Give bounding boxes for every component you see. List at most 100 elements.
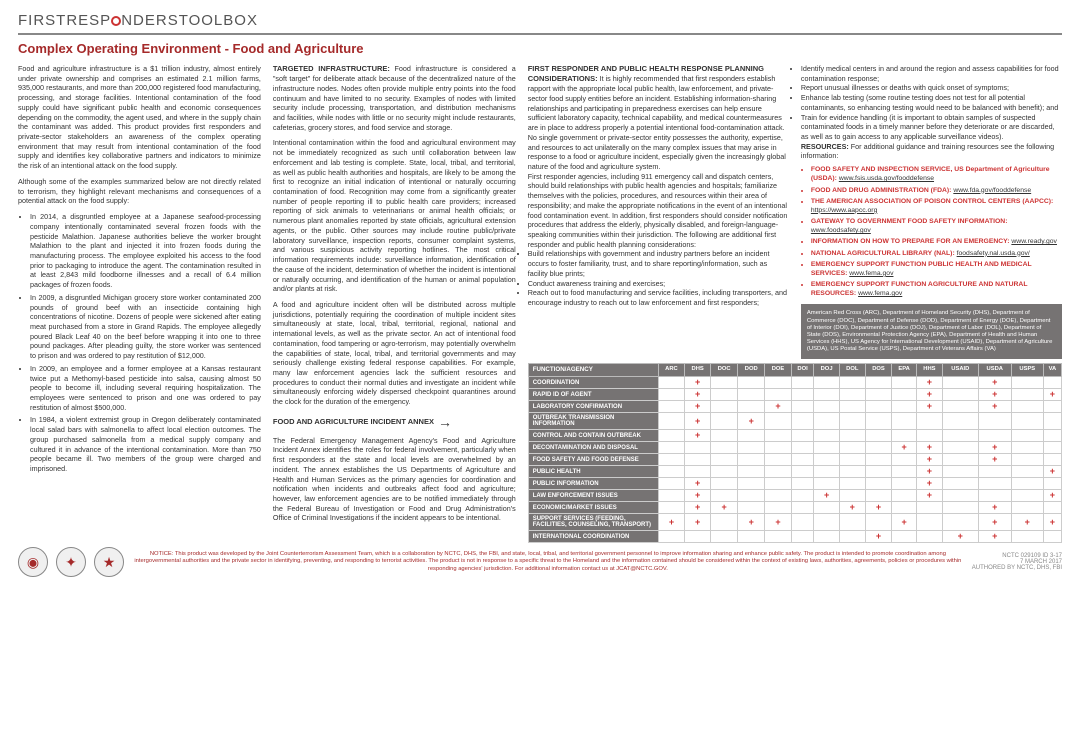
matrix-cell (711, 514, 738, 531)
matrix-cell (865, 478, 891, 490)
matrix-cell: + (685, 514, 711, 531)
matrix-cell: + (916, 401, 942, 413)
col3-b3: Reach out to food manufacturing and serv… (528, 288, 789, 307)
matrix-cell (1011, 531, 1043, 543)
matrix-cell (738, 478, 765, 490)
matrix-cell (658, 413, 684, 430)
matrix-cell (711, 531, 738, 543)
matrix-cell (1043, 478, 1061, 490)
col2-p2: Intentional contamination within the foo… (273, 138, 516, 294)
res3-u[interactable]: https://www.aapcc.org (811, 207, 878, 214)
matrix-cell (892, 454, 917, 466)
matrix-row-label: PUBLIC HEALTH (528, 466, 658, 478)
matrix-cell: + (1043, 466, 1061, 478)
matrix-cell (765, 389, 791, 401)
matrix-cell: + (1043, 514, 1061, 531)
matrix-cell (839, 490, 865, 502)
brand: FIRSTRESPNDERSTOOLBOX (18, 12, 258, 29)
matrix-cell (814, 442, 839, 454)
footer-notice: NOTICE: This product was developed by th… (132, 551, 964, 574)
matrix-cell (658, 401, 684, 413)
matrix-cell (1011, 377, 1043, 389)
brand-mid: NDERS (121, 12, 179, 29)
matrix-cell (791, 478, 814, 490)
matrix-col-1: ARC (658, 363, 684, 376)
res7-u[interactable]: www.fema.gov (849, 270, 893, 277)
matrix-cell (1011, 389, 1043, 401)
matrix-cell (791, 389, 814, 401)
matrix-cell: + (892, 442, 917, 454)
matrix-cell (711, 377, 738, 389)
matrix-cell: + (765, 401, 791, 413)
col4-b3: Enhance lab testing (some routine testin… (801, 93, 1062, 112)
matrix-cell (814, 454, 839, 466)
matrix-cell (865, 413, 891, 430)
matrix-cell (765, 413, 791, 430)
col3-p1: It is highly recommended that first resp… (528, 74, 786, 171)
matrix-cell (738, 401, 765, 413)
res8-u[interactable]: www.fema.gov (858, 290, 902, 297)
agency-box: American Red Cross (ARC), Department of … (801, 304, 1062, 358)
matrix-cell: + (685, 490, 711, 502)
res5-u[interactable]: www.ready.gov (1011, 238, 1057, 245)
seal-fbi-icon: ★ (94, 547, 124, 577)
matrix-cell (658, 454, 684, 466)
matrix-cell (685, 454, 711, 466)
col1-b4: In 1984, a violent extremist group in Or… (30, 415, 261, 473)
matrix-cell (892, 377, 917, 389)
matrix-cell: + (865, 531, 891, 543)
matrix-cell (1011, 413, 1043, 430)
matrix-cell (814, 377, 839, 389)
matrix-cell (1011, 502, 1043, 514)
matrix-cell (839, 531, 865, 543)
matrix-cell (814, 413, 839, 430)
col2-p3: A food and agriculture incident often wi… (273, 300, 516, 407)
matrix-cell (892, 413, 917, 430)
matrix-cell (892, 389, 917, 401)
matrix-cell: + (892, 514, 917, 531)
res6-u[interactable]: foodsafety.nal.usda.gov/ (957, 250, 1030, 257)
matrix-col-0: FUNCTION/AGENCY (528, 363, 658, 376)
res4-t: GATEWAY TO GOVERNMENT FOOD SAFETY INFORM… (811, 218, 1008, 225)
matrix-cell (711, 466, 738, 478)
matrix-cell (942, 454, 978, 466)
matrix-cell (978, 478, 1011, 490)
matrix-cell (658, 442, 684, 454)
matrix-cell (738, 490, 765, 502)
matrix-cell (658, 466, 684, 478)
res1-u[interactable]: www.fsis.usda.gov/fooddefense (839, 175, 934, 182)
seal-dhs-icon: ✦ (56, 547, 86, 577)
matrix-cell (814, 514, 839, 531)
matrix-cell: + (916, 454, 942, 466)
arrow-icon: → (438, 413, 452, 432)
matrix-cell (791, 413, 814, 430)
res7-t: EMERGENCY SUPPORT FUNCTION PUBLIC HEALTH… (811, 261, 1032, 277)
matrix-cell: + (978, 377, 1011, 389)
col1-b2: In 2009, a disgruntled Michigan grocery … (30, 293, 261, 361)
matrix-cell (892, 490, 917, 502)
matrix-cell (765, 478, 791, 490)
col3: FIRST RESPONDER AND PUBLIC HEALTH RESPON… (528, 64, 789, 359)
header: FIRSTRESPNDERSTOOLBOX (18, 12, 1062, 35)
res2-u[interactable]: www.fda.gov/fooddefense (953, 187, 1031, 194)
matrix-cell (814, 531, 839, 543)
matrix-cell (865, 466, 891, 478)
matrix-cell: + (765, 514, 791, 531)
matrix-col-13: USDA (978, 363, 1011, 376)
matrix-row-label: ECONOMIC/MARKET ISSUES (528, 502, 658, 514)
matrix-cell (738, 430, 765, 442)
matrix-cell (865, 401, 891, 413)
matrix-cell: + (916, 377, 942, 389)
matrix-cell (791, 454, 814, 466)
matrix-cell: + (685, 502, 711, 514)
resources-list: FOOD SAFETY AND INSPECTION SERVICE, US D… (801, 165, 1062, 298)
res4-u[interactable]: www.foodsafety.gov (811, 227, 871, 234)
matrix-cell (839, 389, 865, 401)
matrix-cell (839, 466, 865, 478)
matrix-cell (942, 401, 978, 413)
matrix-cell (892, 401, 917, 413)
matrix-cell (738, 531, 765, 543)
matrix-cell (658, 430, 684, 442)
col3-p2: First responder agencies, including 911 … (528, 172, 789, 250)
matrix-row-label: INTERNATIONAL COORDINATION (528, 531, 658, 543)
